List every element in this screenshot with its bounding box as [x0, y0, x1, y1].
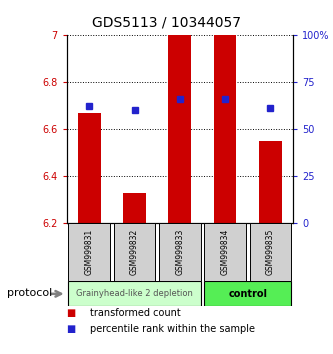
Bar [159, 223, 201, 281]
Text: percentile rank within the sample: percentile rank within the sample [90, 324, 255, 334]
Text: protocol: protocol [7, 288, 52, 298]
Bar [204, 281, 291, 306]
Text: GDS5113 / 10344057: GDS5113 / 10344057 [92, 16, 241, 30]
Text: GSM999831: GSM999831 [85, 229, 94, 275]
Text: GSM999833: GSM999833 [175, 229, 184, 275]
Text: GSM999834: GSM999834 [220, 229, 230, 275]
Bar [214, 35, 236, 223]
Bar [259, 141, 282, 223]
Text: GSM999835: GSM999835 [266, 229, 275, 275]
Bar [168, 35, 191, 223]
Text: ■: ■ [67, 324, 76, 334]
Bar [249, 223, 291, 281]
Text: Grainyhead-like 2 depletion: Grainyhead-like 2 depletion [76, 289, 193, 298]
Bar [78, 113, 101, 223]
Bar [114, 223, 156, 281]
Text: control: control [228, 289, 267, 299]
Bar [204, 223, 246, 281]
Bar [68, 281, 201, 306]
Text: transformed count: transformed count [90, 308, 181, 318]
Bar [68, 223, 110, 281]
Text: ■: ■ [67, 308, 76, 318]
Bar [123, 193, 146, 223]
Text: GSM999832: GSM999832 [130, 229, 139, 275]
